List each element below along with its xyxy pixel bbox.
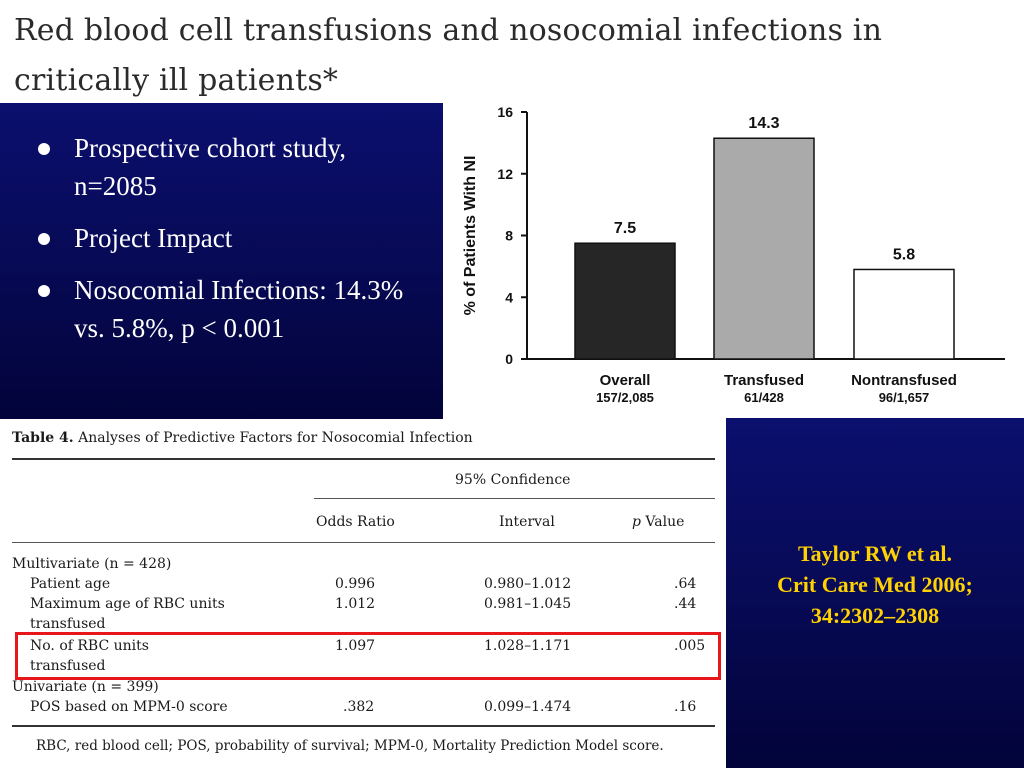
- header-p-italic: p: [632, 514, 641, 530]
- row-interval: 0.981–1.045: [484, 596, 572, 612]
- row-interval: 0.099–1.474: [484, 699, 572, 715]
- group-label-univariate: Univariate (n = 399): [12, 679, 159, 695]
- citation-authors: Taylor RW et al.: [797, 541, 953, 566]
- bullet-text: Project Impact: [74, 223, 233, 253]
- table-footnote: RBC, red blood cell; POS, probability of…: [36, 738, 664, 754]
- slide-title: Red blood cell transfusions and nosocomi…: [14, 13, 883, 98]
- row-odds: 1.012: [335, 596, 376, 612]
- bar-value-label: 7.5: [614, 220, 636, 237]
- citation-panel: Taylor RW et al. Crit Care Med 2006; 34:…: [726, 418, 1024, 768]
- x-category-sublabel: 96/1,657: [879, 390, 930, 405]
- bar: [574, 242, 676, 360]
- bullet-list: Prospective cohort study, n=2085 Project…: [0, 103, 443, 347]
- header-95-confidence: 95% Confidence: [455, 472, 571, 488]
- row-p: .64: [674, 576, 697, 592]
- bar: [713, 137, 815, 360]
- bullet-text: Nosocomial Infections: 14.3% vs. 5.8%, p…: [74, 275, 404, 343]
- bar: [853, 268, 955, 360]
- row-interval: 1.028–1.171: [484, 638, 572, 654]
- header-odds-ratio: Odds Ratio: [316, 514, 395, 530]
- x-category-label: Transfused: [724, 372, 804, 389]
- bullet-dot-icon: [38, 143, 50, 155]
- citation-journal: Crit Care Med 2006;: [777, 572, 973, 597]
- table-caption-prefix: Table 4.: [12, 430, 74, 446]
- row-p: .44: [674, 596, 697, 612]
- row-odds: 1.097: [335, 638, 376, 654]
- header-p-rest: Value: [640, 514, 685, 530]
- table-top-rule: [12, 458, 715, 460]
- bullet-item: Nosocomial Infections: 14.3% vs. 5.8%, p…: [0, 271, 443, 347]
- row-label-continued: transfused: [30, 658, 106, 674]
- bullet-dot-icon: [38, 285, 50, 297]
- table-caption-text: Analyses of Predictive Factors for Nosoc…: [78, 430, 473, 446]
- bar-value-label: 5.8: [893, 246, 915, 263]
- citation-pages: 34:2302–2308: [810, 603, 940, 628]
- citation: Taylor RW et al. Crit Care Med 2006; 34:…: [726, 538, 1024, 631]
- bullet-item: Project Impact: [0, 219, 443, 257]
- bullet-item: Prospective cohort study, n=2085: [0, 129, 443, 205]
- table-bottom-rule: [12, 725, 715, 727]
- bullet-dot-icon: [38, 233, 50, 245]
- bullet-panel: Prospective cohort study, n=2085 Project…: [0, 103, 443, 419]
- table-caption: Table 4. Analyses of Predictive Factors …: [12, 430, 473, 446]
- y-tick-label: 8: [505, 228, 513, 244]
- y-tick-label: 0: [505, 351, 513, 367]
- y-tick-label: 12: [497, 166, 513, 182]
- row-label: POS based on MPM-0 score: [30, 699, 228, 715]
- y-tick-label: 4: [505, 289, 513, 305]
- row-label: No. of RBC units: [30, 638, 149, 654]
- highlight-box: [15, 632, 721, 680]
- bar-chart-svg: 0 4 8 12 16 % of Patients With NI 7.5 Overall15…: [462, 104, 1005, 405]
- x-category-label: Nontransfused: [851, 372, 957, 389]
- table-group-rule: [314, 498, 715, 499]
- bar-value-label: 14.3: [748, 115, 779, 132]
- row-interval: 0.980–1.012: [484, 576, 572, 592]
- header-interval: Interval: [499, 514, 555, 530]
- bar-chart: 0 4 8 12 16 % of Patients With NI 7.5 Overall 15…: [443, 98, 1024, 418]
- header-p-value: p Value: [632, 512, 684, 532]
- table-header-rule: [12, 542, 715, 543]
- group-label-multivariate: Multivariate (n = 428): [12, 556, 172, 572]
- x-category-sublabel: 157/2,085: [596, 390, 654, 405]
- x-category-sublabel: 61/428: [744, 390, 784, 405]
- row-p: .005: [674, 638, 706, 654]
- predictive-factors-table: Table 4. Analyses of Predictive Factors …: [0, 418, 726, 768]
- x-category-label: Overall: [600, 372, 651, 389]
- row-label: Patient age: [30, 576, 111, 592]
- row-odds: 0.996: [335, 576, 376, 592]
- row-label-continued: transfused: [30, 616, 106, 632]
- y-tick-label: 16: [497, 104, 513, 120]
- y-axis-title: % of Patients With NI: [462, 156, 479, 316]
- row-odds: .382: [343, 699, 375, 715]
- bullet-text: Prospective cohort study, n=2085: [74, 133, 346, 201]
- row-p: .16: [674, 699, 697, 715]
- row-label: Maximum age of RBC units: [30, 596, 225, 612]
